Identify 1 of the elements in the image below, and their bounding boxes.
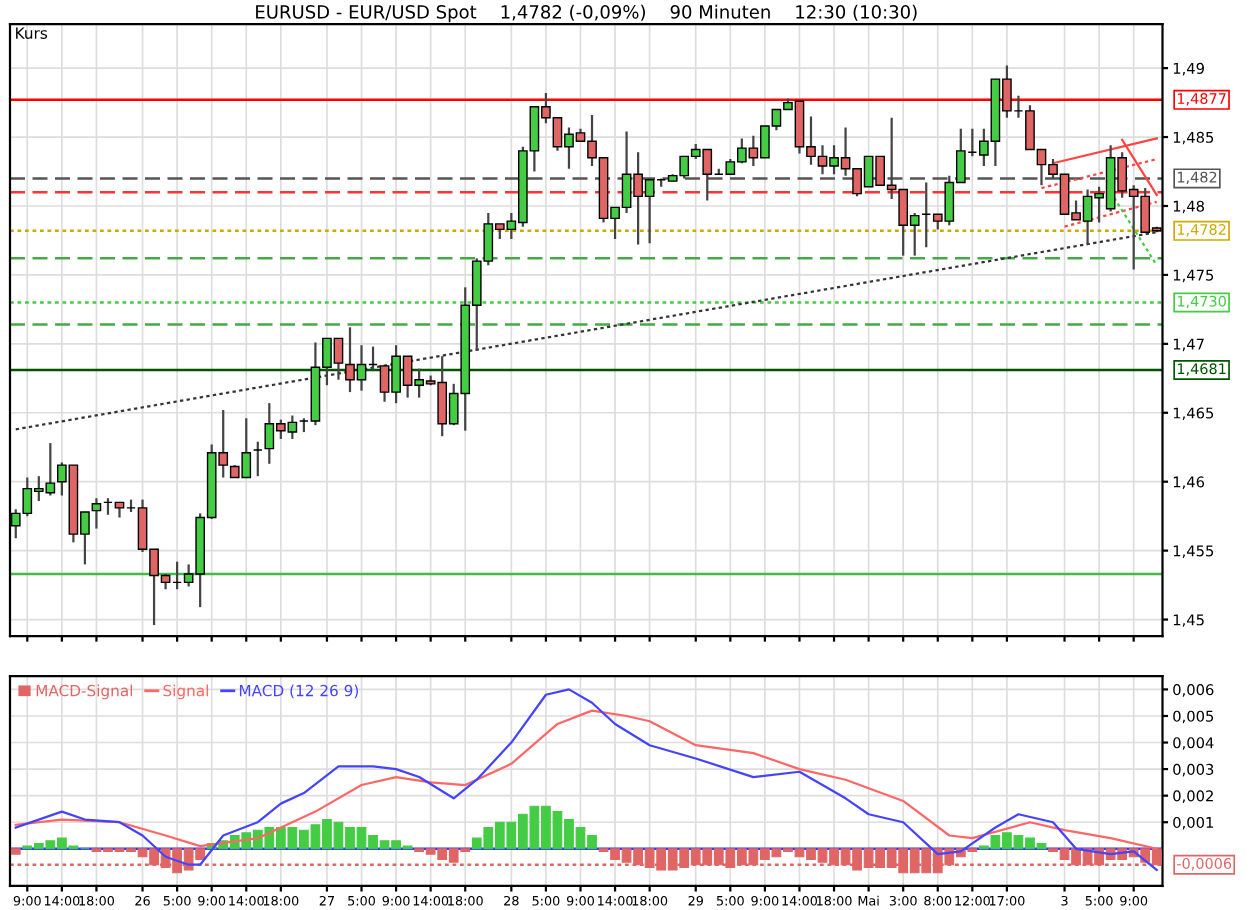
- chart-title: EURUSD - EUR/USD Spot 1,4782 (-0,09%) 90 Minuten 12:30 (10:30): [256, 4, 917, 23]
